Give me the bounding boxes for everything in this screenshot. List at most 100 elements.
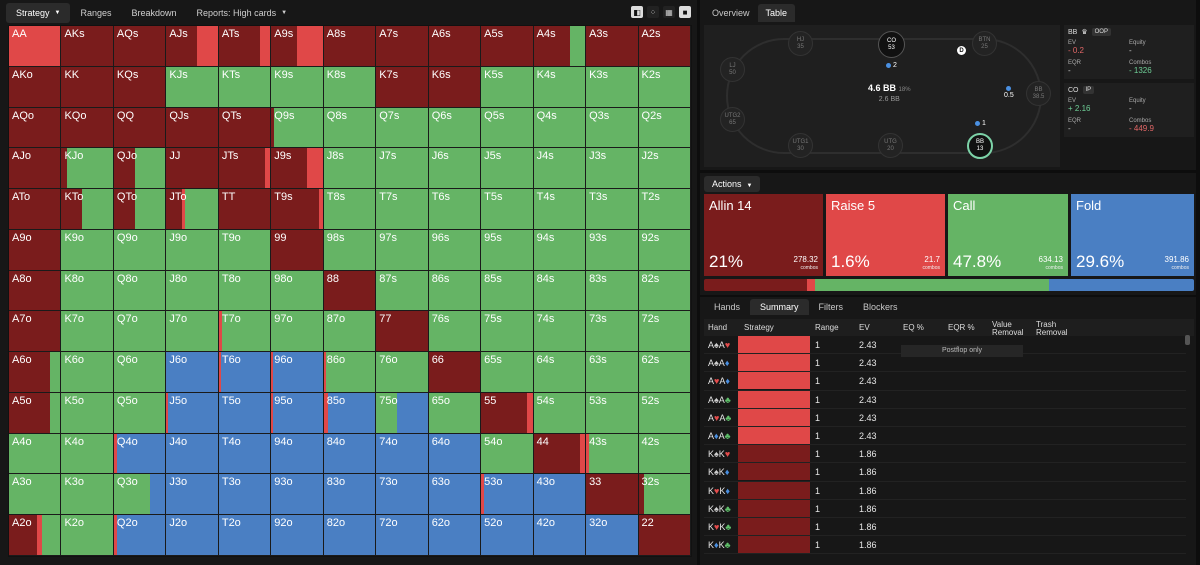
- hand-cell[interactable]: 32o: [586, 515, 639, 556]
- hand-cell[interactable]: J6s: [428, 148, 482, 190]
- tab-overview[interactable]: Overview: [712, 8, 750, 18]
- actions-dropdown[interactable]: Actions ▼: [704, 176, 761, 192]
- table-row[interactable]: K♠K♣ 1 1.86: [704, 499, 1186, 518]
- hand-cell[interactable]: 94o: [271, 433, 324, 475]
- hand-cell[interactable]: 53o: [481, 474, 534, 516]
- hand-cell[interactable]: A3s: [586, 26, 639, 67]
- hand-cell[interactable]: ATs: [218, 26, 272, 67]
- hand-cell[interactable]: 86s: [428, 270, 482, 312]
- hand-cell[interactable]: K7s: [376, 66, 429, 108]
- hand-cell[interactable]: K3s: [586, 66, 639, 108]
- hand-cell[interactable]: Q3o: [113, 474, 167, 516]
- hand-cell[interactable]: QTs: [218, 107, 272, 149]
- hand-cell[interactable]: Q5s: [481, 107, 534, 149]
- hand-cell[interactable]: K9o: [61, 229, 114, 271]
- hand-cell[interactable]: T4s: [533, 189, 587, 230]
- hand-cell[interactable]: K2o: [61, 515, 114, 556]
- hand-cell[interactable]: 95o: [271, 392, 324, 434]
- hand-cell[interactable]: J5o: [166, 392, 219, 434]
- hand-cell[interactable]: T6s: [428, 189, 482, 230]
- hand-cell[interactable]: T8s: [323, 189, 377, 230]
- hand-cell[interactable]: Q7s: [376, 107, 429, 149]
- hand-cell[interactable]: Q8o: [113, 270, 167, 312]
- contrast-icon[interactable]: ◧: [631, 6, 643, 18]
- hand-cell[interactable]: Q6o: [113, 352, 167, 393]
- col-hand[interactable]: Hand: [708, 323, 728, 332]
- hand-cell[interactable]: 96o: [271, 352, 324, 393]
- tab-breakdown[interactable]: Breakdown: [131, 8, 177, 18]
- table-row[interactable]: K♠K♦ 1 1.86: [704, 463, 1186, 482]
- table-row[interactable]: A♦A♣ 1 2.43: [704, 426, 1186, 446]
- col-ev[interactable]: EV: [859, 323, 870, 332]
- col-value-removal[interactable]: Value Removal: [992, 320, 1024, 337]
- hand-cell[interactable]: A3o: [9, 474, 62, 516]
- hand-cell[interactable]: T2o: [218, 515, 272, 556]
- square-icon[interactable]: ■: [679, 6, 691, 18]
- hand-cell[interactable]: KTs: [218, 66, 272, 108]
- tab-blockers[interactable]: Blockers: [863, 302, 898, 312]
- hand-cell[interactable]: J7s: [376, 148, 429, 190]
- hand-cell[interactable]: 74o: [376, 433, 429, 475]
- hand-cell[interactable]: Q8s: [323, 107, 377, 149]
- hand-cell[interactable]: QJo: [113, 148, 167, 190]
- hand-cell[interactable]: 65o: [428, 392, 482, 434]
- seat-btn[interactable]: BTN 25: [972, 31, 997, 56]
- hand-cell[interactable]: 65s: [481, 352, 534, 393]
- hand-cell[interactable]: 85s: [481, 270, 534, 312]
- table-row[interactable]: A♠A♦ 1 2.43: [704, 354, 1186, 373]
- hand-cell[interactable]: 74s: [533, 311, 587, 353]
- hand-cell[interactable]: 72o: [376, 515, 429, 556]
- hand-cell[interactable]: 85o: [323, 392, 377, 434]
- seat-utg[interactable]: UTG 20: [878, 133, 903, 158]
- hand-cell[interactable]: 77: [376, 311, 429, 353]
- hand-cell[interactable]: ATo: [9, 189, 62, 230]
- action-call[interactable]: Call 47.8% 634.13 combos: [948, 194, 1068, 276]
- grid-icon[interactable]: ▦: [663, 6, 675, 18]
- hand-cell[interactable]: AQo: [9, 107, 62, 149]
- hand-cell[interactable]: T7o: [218, 311, 272, 353]
- hand-cell[interactable]: K5s: [481, 66, 534, 108]
- table-row[interactable]: A♥A♦ 1 2.43: [704, 372, 1186, 391]
- hand-cell[interactable]: 66: [428, 352, 482, 393]
- tab-summary[interactable]: Summary: [750, 299, 809, 315]
- hand-cell[interactable]: T2s: [638, 189, 691, 230]
- hand-cell[interactable]: K5o: [61, 392, 114, 434]
- hand-cell[interactable]: A9o: [9, 229, 62, 271]
- hand-cell[interactable]: A2o: [9, 515, 62, 556]
- action-allin[interactable]: Allin 14 21% 278.32 combos: [704, 194, 823, 276]
- hand-cell[interactable]: Q9s: [271, 107, 324, 149]
- hand-cell[interactable]: K7o: [61, 311, 114, 353]
- hand-cell[interactable]: 43o: [533, 474, 587, 516]
- hand-cell[interactable]: 22: [638, 515, 691, 556]
- hand-cell[interactable]: QJs: [166, 107, 219, 149]
- hand-cell[interactable]: 44: [533, 433, 587, 475]
- hand-cell[interactable]: 97s: [376, 229, 429, 271]
- hand-cell[interactable]: A4o: [9, 433, 62, 475]
- hand-cell[interactable]: 88: [323, 270, 377, 312]
- hand-cell[interactable]: 96s: [428, 229, 482, 271]
- hand-cell[interactable]: K8s: [323, 66, 377, 108]
- hand-cell[interactable]: J6o: [166, 352, 219, 393]
- hand-cell[interactable]: A4s: [533, 26, 587, 67]
- hand-cell[interactable]: 92o: [271, 515, 324, 556]
- tab-hands[interactable]: Hands: [714, 302, 741, 312]
- hand-cell[interactable]: A7o: [9, 311, 62, 353]
- hand-cell[interactable]: 98o: [271, 270, 324, 312]
- hand-cell[interactable]: K9s: [271, 66, 324, 108]
- hand-cell[interactable]: KTo: [61, 189, 114, 230]
- hand-cell[interactable]: K6o: [61, 352, 114, 393]
- hand-cell[interactable]: JTo: [166, 189, 219, 230]
- hand-cell[interactable]: J8o: [166, 270, 219, 312]
- hand-cell[interactable]: A7s: [376, 26, 429, 67]
- table-row[interactable]: K♠K♥ 1 1.86: [704, 445, 1186, 464]
- tab-ranges[interactable]: Ranges: [80, 8, 112, 18]
- hand-cell[interactable]: 62s: [638, 352, 691, 393]
- hand-cell[interactable]: AA: [9, 26, 62, 67]
- hand-cell[interactable]: A2s: [638, 26, 691, 67]
- hand-cell[interactable]: J9o: [166, 229, 219, 271]
- hand-cell[interactable]: A5s: [481, 26, 534, 67]
- hand-cell[interactable]: 54s: [533, 392, 587, 434]
- hand-cell[interactable]: T5s: [481, 189, 534, 230]
- hand-cell[interactable]: A6o: [9, 352, 62, 393]
- hand-cell[interactable]: T6o: [218, 352, 272, 393]
